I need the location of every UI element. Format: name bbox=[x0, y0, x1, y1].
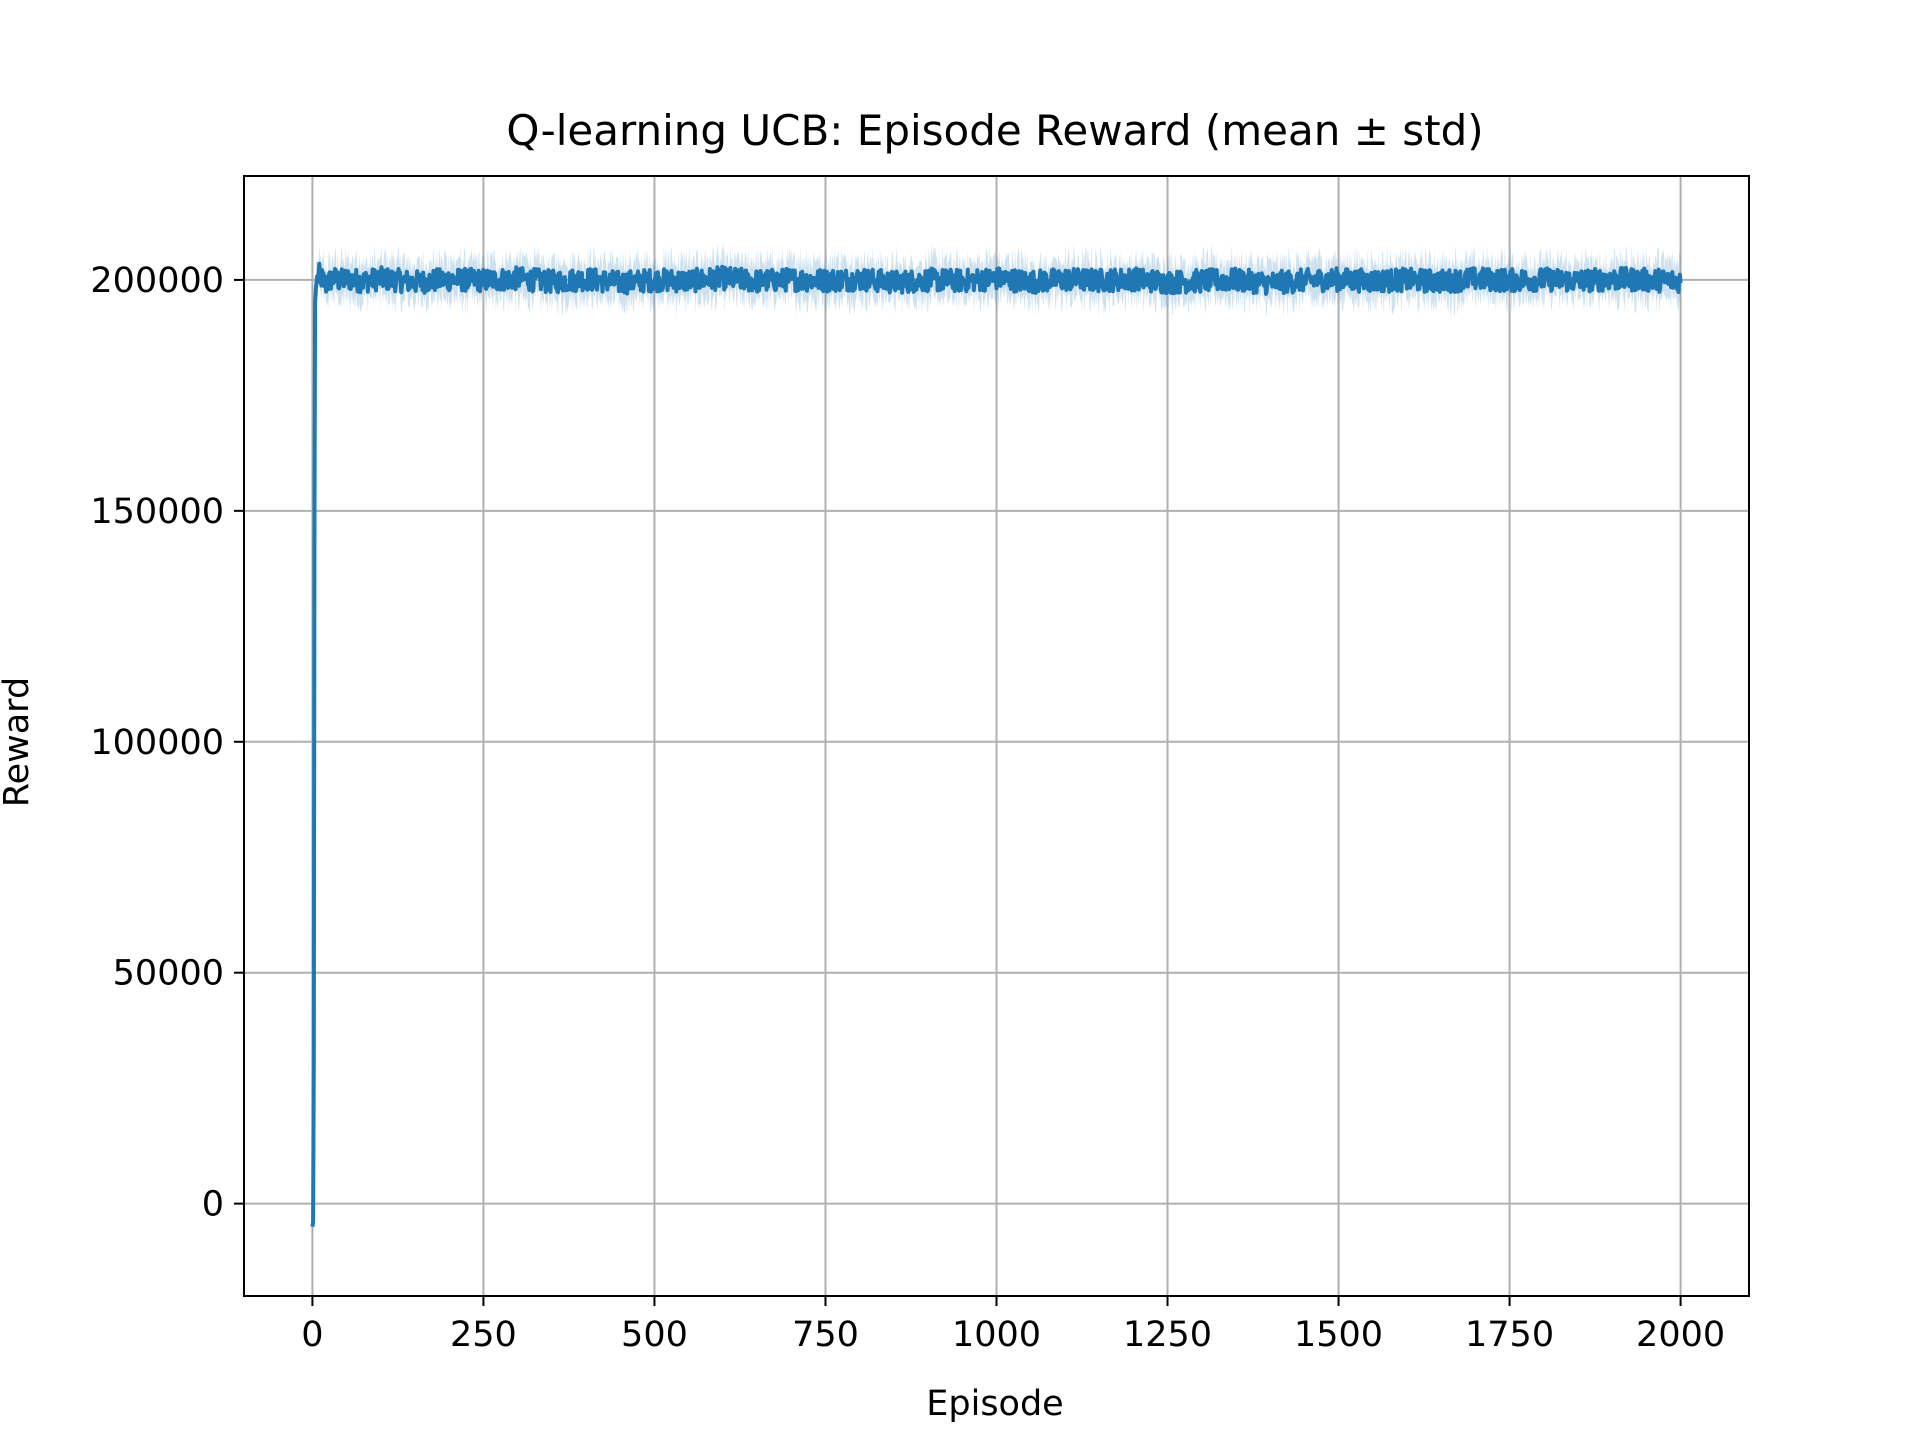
y-tick-label: 200000 bbox=[90, 261, 224, 301]
x-axis: 0 250 500 750 1000 1250 1500 1750 2000 bbox=[301, 1296, 1725, 1355]
chart-title: Q-learning UCB: Episode Reward (mean ± s… bbox=[506, 106, 1483, 155]
y-tick-label: 100000 bbox=[90, 723, 224, 763]
x-tick-label: 500 bbox=[621, 1315, 688, 1355]
y-tick-label: 50000 bbox=[113, 954, 224, 994]
x-tick-label: 1000 bbox=[952, 1315, 1041, 1355]
mean-line bbox=[310, 261, 1683, 1228]
y-axis-label: Reward bbox=[0, 677, 37, 807]
x-tick-label: 0 bbox=[301, 1315, 323, 1355]
x-axis-label: Episode bbox=[926, 1384, 1063, 1424]
y-axis: 0 50000 100000 150000 200000 bbox=[90, 261, 244, 1225]
y-tick-label: 0 bbox=[202, 1185, 224, 1225]
mean-reward-line bbox=[310, 261, 1683, 1228]
x-tick-label: 1750 bbox=[1465, 1315, 1554, 1355]
x-tick-label: 750 bbox=[792, 1315, 859, 1355]
x-tick-label: 250 bbox=[450, 1315, 517, 1355]
y-tick-label: 150000 bbox=[90, 492, 224, 532]
x-tick-label: 2000 bbox=[1636, 1315, 1725, 1355]
x-tick-label: 1250 bbox=[1123, 1315, 1212, 1355]
x-tick-label: 1500 bbox=[1294, 1315, 1383, 1355]
